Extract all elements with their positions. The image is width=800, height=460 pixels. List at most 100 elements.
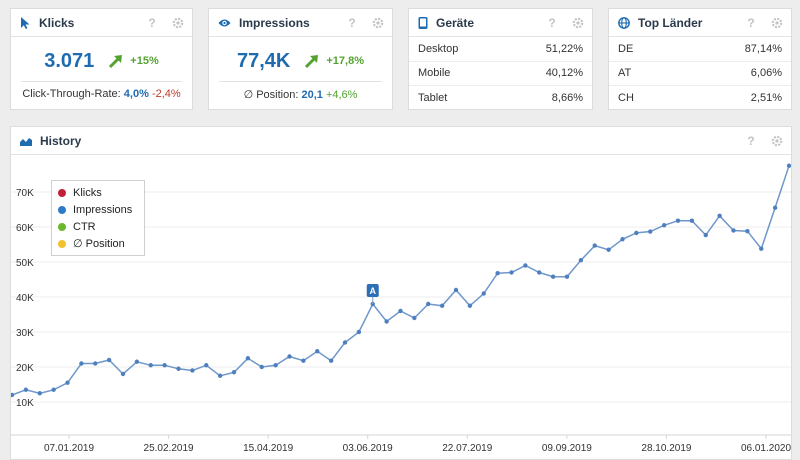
cursor-icon: [21, 16, 30, 29]
position-summary: ∅ Position: 20,1 +4,6%: [219, 81, 382, 101]
impressions-data-point: [9, 392, 15, 398]
klicks-title: Klicks: [39, 15, 75, 30]
country-share: 2,51%: [750, 92, 782, 105]
table-row: DE 87,14%: [609, 37, 791, 62]
x-tick-label: 15.04.2019: [243, 443, 293, 454]
gear-icon[interactable]: [771, 17, 783, 29]
history-actions: ?: [745, 135, 783, 147]
x-tick-label: 28.10.2019: [641, 443, 691, 454]
impressions-data-point: [148, 363, 153, 368]
devices-table: Desktop 51,22% Mobile 40,12% Tablet 8,66…: [409, 37, 592, 111]
history-line-chart[interactable]: 10K 20K 30K 40K 50K 60K 70K 07.01.2019 25.02.201…: [9, 155, 792, 459]
impressions-data-point: [717, 213, 722, 218]
impressions-data-point: [509, 270, 514, 275]
legend-item-position[interactable]: ∅ Position: [58, 235, 138, 252]
legend-dot: [58, 239, 66, 248]
klicks-delta: +15%: [130, 55, 159, 67]
history-chart: 10K 20K 30K 40K 50K 60K 70K 07.01.2019 25.02.201…: [9, 155, 792, 459]
table-row: Desktop 51,22%: [409, 37, 592, 62]
impressions-data-point: [426, 301, 431, 307]
impressions-data-point: [342, 340, 348, 345]
position-label: ∅ Position:: [243, 89, 299, 101]
legend-dot: [58, 222, 66, 231]
legend-label: CTR: [73, 220, 96, 233]
help-icon[interactable]: ?: [548, 16, 556, 30]
trend-up-arrow-icon: [305, 55, 319, 69]
impressions-data-point: [259, 364, 264, 370]
history-header: History ?: [11, 127, 791, 155]
top-countries-header: Top Länder ?: [609, 9, 791, 37]
impressions-data-point: [648, 229, 653, 234]
annotation-label: A: [370, 286, 377, 296]
position-delta: +4,6%: [325, 89, 358, 101]
impressions-data-point: [23, 387, 29, 392]
x-tick-label: 22.07.2019: [442, 443, 492, 454]
y-tick-label: 70K: [16, 188, 34, 199]
help-icon[interactable]: ?: [747, 134, 755, 148]
help-icon[interactable]: ?: [747, 16, 755, 30]
impressions-widget: Impressions ? 77,4K +17,8% ∅ Position: 2…: [208, 8, 393, 110]
impressions-data-point: [287, 354, 292, 359]
legend-item-impressions[interactable]: Impressions: [58, 201, 138, 218]
impressions-data-point: [231, 370, 237, 375]
impressions-data-point: [703, 232, 708, 238]
impressions-data-point: [273, 363, 278, 368]
impressions-data-point: [745, 229, 750, 234]
legend-label: Impressions: [73, 203, 133, 216]
impressions-data-point: [592, 243, 597, 248]
impressions-data-point: [731, 228, 736, 233]
x-tick-label: 09.09.2019: [542, 443, 592, 454]
klicks-header: Klicks ?: [11, 9, 192, 37]
impressions-data-point: [204, 363, 209, 368]
gear-icon[interactable]: [172, 17, 184, 29]
history-title: History: [40, 133, 82, 148]
impressions-data-point: [439, 303, 445, 308]
impressions-data-point: [106, 357, 112, 363]
impressions-data-point: [162, 363, 167, 368]
impressions-data-point: [301, 358, 306, 363]
impressions-data-point: [606, 247, 611, 252]
impressions-data-point: [245, 356, 251, 361]
eye-icon: [218, 19, 231, 26]
trend-up-arrow-icon: [109, 55, 123, 69]
impressions-data-point: [537, 270, 542, 275]
impressions-data-point: [315, 349, 320, 354]
devices-widget: Geräte ? Desktop 51,22% Mobile 40,12% Ta…: [408, 8, 593, 110]
legend-item-klicks[interactable]: Klicks: [58, 184, 138, 201]
impressions-data-point: [453, 287, 459, 293]
impressions-data-point: [661, 223, 667, 228]
impressions-data-point: [564, 274, 570, 279]
country-share: 6,06%: [750, 67, 782, 80]
klicks-actions: ?: [146, 17, 184, 29]
device-share: 40,12%: [545, 67, 583, 80]
impressions-data-point: [134, 359, 140, 364]
impressions-data-point: [786, 163, 792, 168]
klicks-value: 3.071: [44, 49, 95, 72]
legend-dot: [58, 205, 66, 214]
impressions-data-point: [495, 271, 500, 276]
gear-icon[interactable]: [572, 17, 584, 29]
ctr-delta: -2,4%: [151, 88, 181, 100]
gear-icon[interactable]: [372, 17, 384, 29]
x-tick-label: 06.01.2020: [741, 443, 791, 454]
help-icon[interactable]: ?: [148, 16, 156, 30]
impressions-data-point: [65, 380, 70, 385]
gear-icon[interactable]: [771, 135, 783, 147]
legend-item-ctr[interactable]: CTR: [58, 218, 138, 235]
impressions-data-point: [689, 218, 695, 223]
impressions-data-point: [120, 371, 126, 377]
impressions-data-point: [356, 329, 362, 335]
impressions-data-point: [523, 263, 528, 268]
impressions-data-point: [217, 373, 223, 378]
device-label: Mobile: [418, 67, 451, 80]
impressions-header: Impressions ?: [209, 9, 392, 37]
impressions-data-point: [759, 246, 764, 251]
top-countries-widget: Top Länder ? DE 87,14% AT 6,06% CH 2,51%: [608, 8, 792, 110]
help-icon[interactable]: ?: [348, 16, 356, 30]
position-value: 20,1: [301, 89, 323, 101]
ctr-summary: Click-Through-Rate: 4,0% -2,4%: [21, 81, 182, 100]
history-widget: History ? 10K 20K 30K 40K 50K 60K 70K 07.01.201…: [9, 126, 792, 460]
x-tick-label: 07.01.2019: [44, 443, 94, 454]
country-share: 87,14%: [744, 42, 782, 55]
impressions-data-point: [51, 387, 56, 392]
